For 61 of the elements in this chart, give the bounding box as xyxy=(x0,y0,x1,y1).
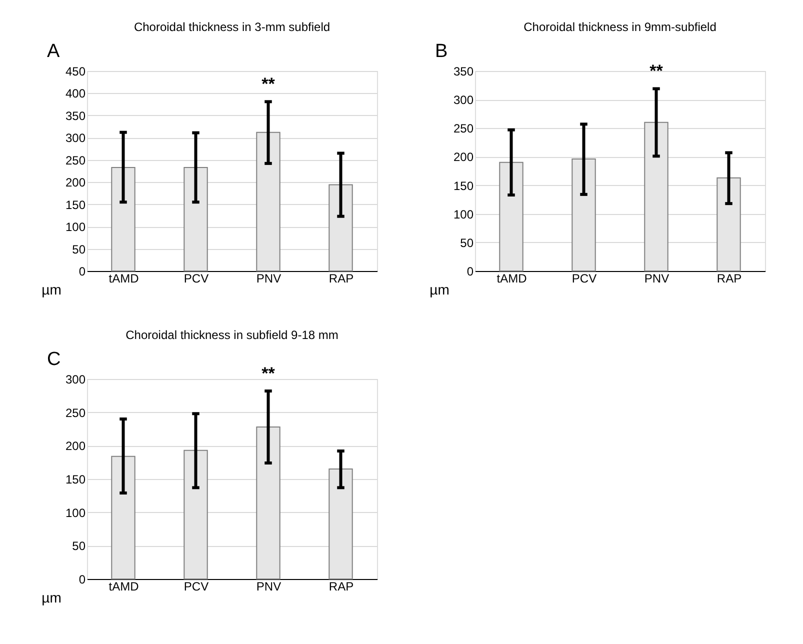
x-tick-label: PCV xyxy=(184,272,209,286)
bar xyxy=(256,132,280,272)
bar xyxy=(716,177,741,272)
bar xyxy=(499,162,524,272)
x-tick-label: PNV xyxy=(256,580,282,594)
text: A xyxy=(47,41,60,62)
bar xyxy=(184,450,208,580)
y-axis-title: µm xyxy=(430,282,450,298)
x-tick-label: PCV xyxy=(572,272,597,286)
y-tick-label: 350 xyxy=(65,108,86,123)
y-tick-label: 100 xyxy=(65,506,86,520)
bar xyxy=(111,456,136,580)
bar xyxy=(184,166,208,272)
x-tick-label: tAMD xyxy=(496,272,528,286)
x-tick-label: PCV xyxy=(184,580,209,594)
y-tick-label: 0 xyxy=(78,264,86,278)
y-tick-label: 200 xyxy=(65,176,86,190)
annotation: ** xyxy=(650,62,664,81)
bar xyxy=(111,166,136,272)
x-tick-label: RAP xyxy=(328,580,354,594)
x-tick-label: tAMD xyxy=(108,580,140,594)
y-tick-label: 300 xyxy=(65,131,86,146)
y-tick-label: 150 xyxy=(453,178,474,193)
bar xyxy=(644,122,668,272)
y-tick-label: 200 xyxy=(453,150,474,164)
y-tick-label: 450 xyxy=(65,64,86,78)
y-tick-label: 0 xyxy=(78,572,86,586)
text: C xyxy=(47,349,61,370)
y-tick-label: 150 xyxy=(65,198,86,212)
chart-title: Choroidal thickness in 9mm-subfield xyxy=(524,20,716,34)
y-tick-label: 100 xyxy=(65,220,86,234)
y-axis-title: µm xyxy=(42,282,62,298)
y-tick-label: 150 xyxy=(65,472,86,486)
y-tick-label: 100 xyxy=(453,207,474,222)
x-tick-label: PNV xyxy=(644,272,670,286)
y-tick-label: 250 xyxy=(65,406,86,420)
text: B xyxy=(435,41,448,62)
y-tick-label: 250 xyxy=(65,153,86,168)
annotation: ** xyxy=(262,74,276,94)
y-tick-label: 200 xyxy=(65,439,86,454)
y-tick-label: 300 xyxy=(453,93,474,108)
y-tick-label: 50 xyxy=(72,242,86,256)
bar xyxy=(256,426,280,580)
y-tick-label: 400 xyxy=(65,86,86,101)
x-tick-label: RAP xyxy=(716,272,742,286)
y-tick-label: 250 xyxy=(453,122,474,136)
y-tick-label: 50 xyxy=(72,539,86,554)
x-tick-label: RAP xyxy=(328,272,354,286)
y-tick-label: 50 xyxy=(460,236,474,250)
bar xyxy=(328,468,353,580)
y-axis-title: µm xyxy=(42,590,62,606)
x-tick-label: PNV xyxy=(256,272,282,286)
bar xyxy=(572,158,596,272)
bar xyxy=(328,184,353,272)
chart-title: Choroidal thickness in subfield 9-18 mm xyxy=(126,328,338,342)
annotation: ** xyxy=(262,364,276,383)
chart-title: Choroidal thickness in 3-mm subfield xyxy=(134,20,330,34)
y-tick-label: 300 xyxy=(65,372,86,386)
y-tick-label: 350 xyxy=(453,64,474,78)
y-tick-label: 0 xyxy=(466,264,474,278)
x-tick-label: tAMD xyxy=(108,272,140,286)
